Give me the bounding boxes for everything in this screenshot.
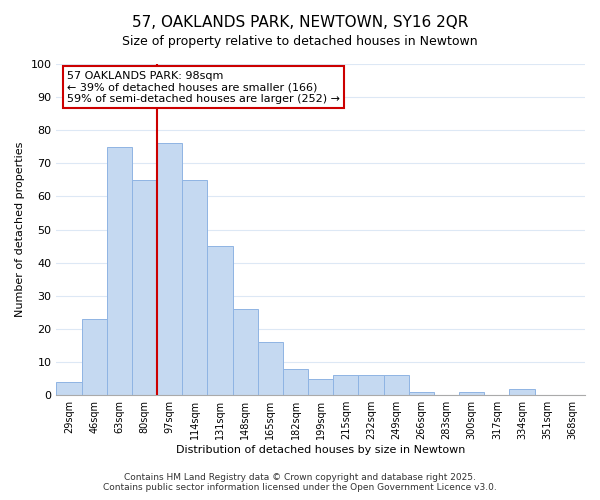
Bar	[82, 319, 107, 395]
Y-axis label: Number of detached properties: Number of detached properties	[15, 142, 25, 318]
Text: Size of property relative to detached houses in Newtown: Size of property relative to detached ho…	[122, 35, 478, 48]
Bar	[107, 147, 132, 395]
Bar	[56, 382, 82, 395]
Text: 57, OAKLANDS PARK, NEWTOWN, SY16 2QR: 57, OAKLANDS PARK, NEWTOWN, SY16 2QR	[132, 15, 468, 30]
Bar	[283, 368, 308, 395]
Bar	[459, 392, 484, 395]
Bar	[258, 342, 283, 395]
Bar	[233, 309, 258, 395]
Bar	[157, 144, 182, 395]
Bar	[358, 376, 383, 395]
Bar	[132, 180, 157, 395]
Bar	[409, 392, 434, 395]
Bar	[333, 376, 358, 395]
Bar	[383, 376, 409, 395]
Bar	[509, 388, 535, 395]
Bar	[182, 180, 208, 395]
Bar	[308, 378, 333, 395]
Bar	[208, 246, 233, 395]
X-axis label: Distribution of detached houses by size in Newtown: Distribution of detached houses by size …	[176, 445, 466, 455]
Text: 57 OAKLANDS PARK: 98sqm
← 39% of detached houses are smaller (166)
59% of semi-d: 57 OAKLANDS PARK: 98sqm ← 39% of detache…	[67, 70, 340, 104]
Text: Contains HM Land Registry data © Crown copyright and database right 2025.
Contai: Contains HM Land Registry data © Crown c…	[103, 473, 497, 492]
